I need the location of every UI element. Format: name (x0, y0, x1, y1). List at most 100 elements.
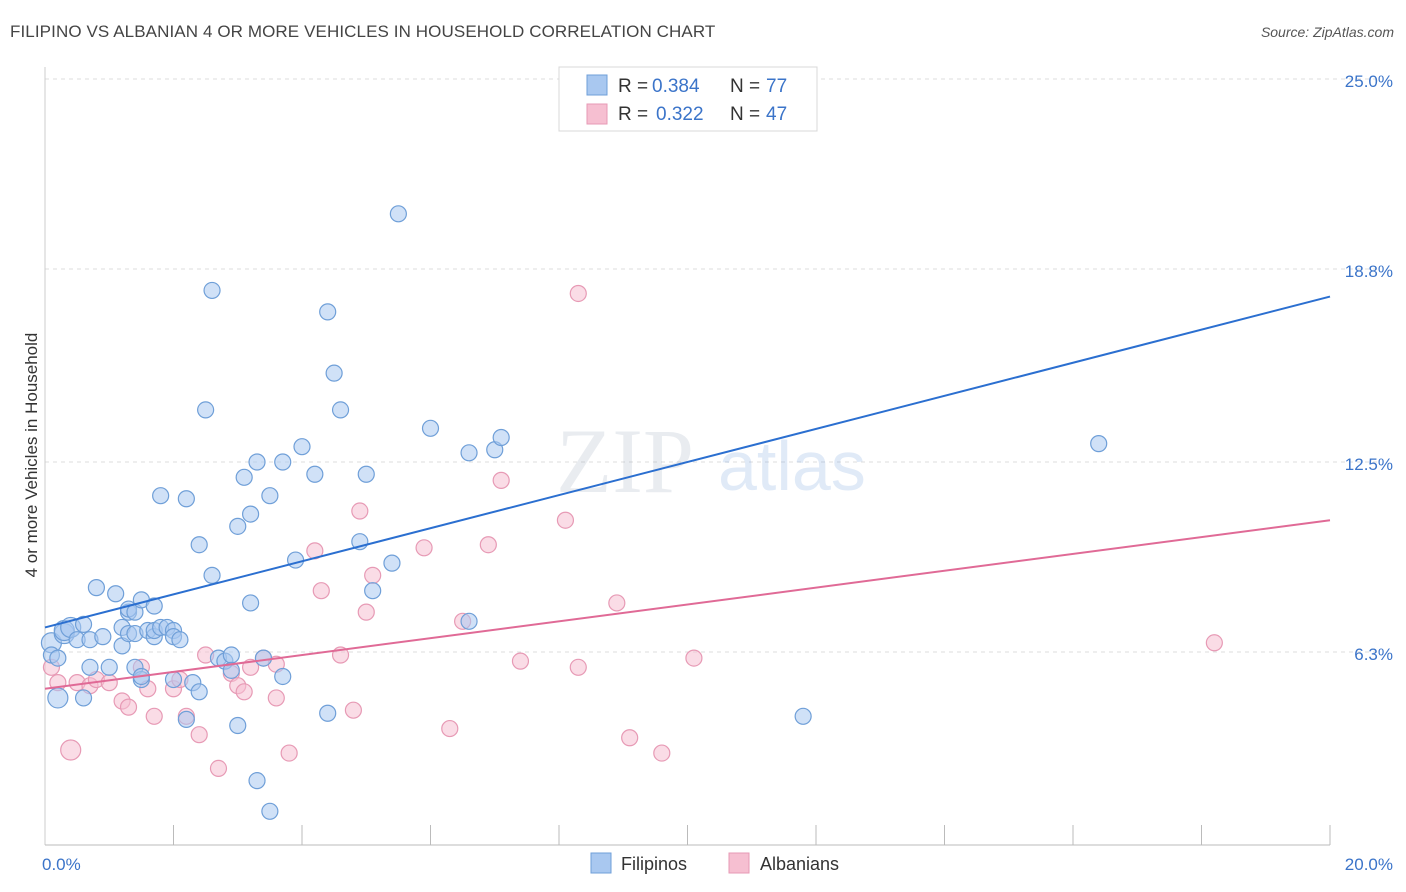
albanians-point (209, 759, 228, 778)
bottom-legend-swatch-albanians (728, 852, 750, 874)
filipinos-point (203, 281, 221, 300)
albanians-point (119, 698, 138, 716)
filipinos-point (171, 631, 189, 649)
albanians-point (608, 594, 626, 612)
filipinos-point (460, 612, 478, 630)
legend-r-label-2: R = (618, 104, 648, 125)
filipinos-point (145, 597, 163, 615)
albanians-point (569, 284, 587, 303)
filipinos-point (254, 649, 273, 667)
y-axis-label: 4 or more Vehicles in Household (22, 333, 41, 578)
filipinos-point (164, 670, 183, 689)
filipinos-trendline (44, 295, 1331, 629)
albanians-point (364, 566, 382, 584)
albanians-point (569, 658, 587, 676)
filipinos-point (248, 772, 266, 790)
legend-n-value-1: 77 (766, 76, 787, 97)
filipinos-point (293, 438, 311, 456)
filipinos-point (100, 658, 118, 676)
watermark-atlas: atlas (718, 427, 866, 505)
albanians-point (145, 707, 163, 725)
tick-labels: 6.3% 12.5% 18.8% 25.0% 0.0% 20.0% (42, 72, 1393, 874)
filipinos-point (319, 303, 337, 321)
filipinos-point (389, 205, 407, 223)
filipinos-point (274, 667, 292, 686)
filipinos-point (81, 658, 99, 676)
filipinos-point (331, 401, 350, 419)
filipinos-point (325, 364, 343, 382)
axes (44, 67, 1331, 846)
albanians-point (312, 582, 330, 600)
filipinos-point (242, 505, 260, 523)
filipinos-point (94, 628, 112, 646)
filipinos-point (222, 646, 240, 664)
albanians-point (621, 729, 639, 747)
albanians-point (235, 683, 253, 701)
albanians-point (685, 649, 703, 667)
legend-r-value-2: 0.322 (656, 104, 704, 125)
y-tick-label: 12.5% (1345, 455, 1393, 474)
legend-n-label-2: N = (730, 104, 760, 125)
bottom-legend: Filipinos Albanians (590, 852, 839, 874)
filipinos-point (364, 582, 382, 600)
filipinos-point (190, 683, 208, 701)
albanians-point (415, 539, 433, 557)
albanians-point (441, 719, 459, 738)
filipinos-point (357, 465, 375, 483)
albanians-point (556, 511, 575, 529)
albanians-point (511, 652, 530, 670)
albanians-point (280, 744, 298, 762)
albanians-point (100, 674, 118, 692)
legend-swatch-filipinos (586, 74, 608, 96)
trendlines (44, 295, 1331, 690)
x-tick-label: 0.0% (42, 855, 81, 874)
chart-source: Source: ZipAtlas.com (1260, 24, 1394, 40)
filipinos-point (177, 710, 195, 728)
albanians-point (492, 471, 510, 489)
filipinos-point (107, 585, 125, 603)
filipinos-point (286, 551, 305, 569)
filipinos-point (235, 468, 253, 486)
chart-title: FILIPINO VS ALBANIAN 4 OR MORE VEHICLES … (10, 22, 716, 41)
y-tick-label: 25.0% (1345, 72, 1393, 91)
legend-swatch-albanians (586, 103, 608, 125)
albanians-point (267, 689, 285, 707)
filipinos-point (49, 649, 67, 667)
legend-r-value-1: 0.384 (652, 76, 700, 97)
filipinos-point (242, 594, 260, 612)
filipinos-point (421, 419, 440, 437)
filipinos-point (152, 487, 170, 505)
filipinos-point (306, 465, 324, 483)
filipinos-point (190, 536, 208, 554)
bottom-legend-filipinos: Filipinos (621, 854, 687, 874)
filipinos-point (47, 687, 69, 709)
filipinos-point (203, 566, 221, 584)
albanians-point (190, 726, 208, 744)
albanians-point (479, 536, 497, 554)
filipinos-point (1090, 435, 1108, 453)
filipinos-point (248, 453, 266, 471)
filipinos-point (229, 517, 247, 535)
grid-lines (45, 78, 1380, 653)
albanians-point (351, 502, 369, 520)
filipinos-point (261, 487, 279, 505)
legend-r-label-1: R = (618, 76, 648, 97)
albanians-point (60, 739, 82, 761)
filipinos-point (229, 716, 247, 735)
filipinos-point (74, 689, 93, 707)
filipinos-point (383, 554, 401, 572)
albanians-point (344, 701, 362, 719)
filipinos-point (74, 615, 93, 633)
albanians-point (653, 744, 671, 762)
filipinos-point (87, 579, 106, 597)
legend-n-value-2: 47 (766, 104, 787, 125)
filipinos-point (319, 704, 337, 722)
bottom-legend-albanians: Albanians (760, 854, 839, 874)
legend-n-label-1: N = (730, 76, 760, 97)
filipinos-point (222, 661, 240, 679)
albanians-point (357, 603, 375, 621)
filipinos-point (274, 453, 292, 471)
filipinos-point (460, 444, 478, 462)
watermark-zip: ZIP (556, 410, 694, 512)
